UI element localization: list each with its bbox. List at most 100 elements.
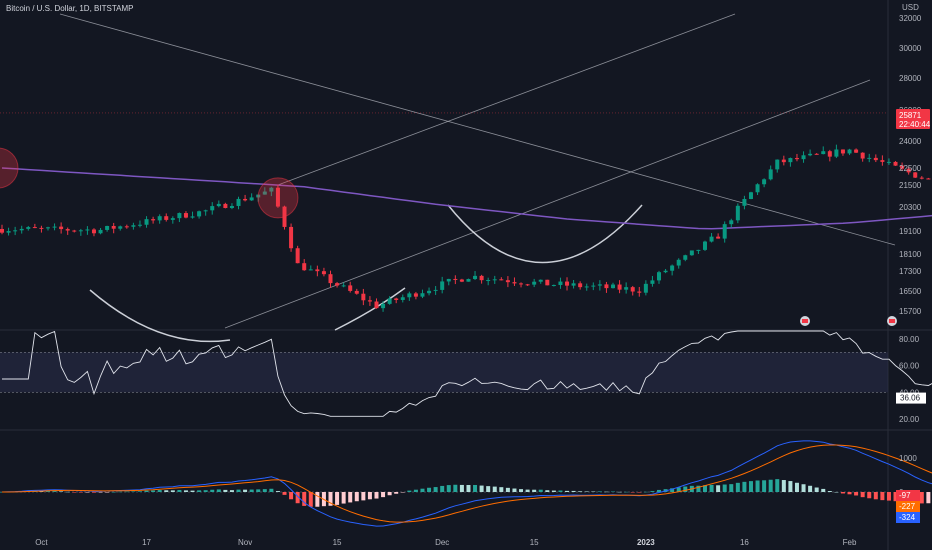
- time-tick-label: 16: [740, 538, 749, 547]
- macd-histogram-bar: [466, 485, 471, 492]
- candle-body: [860, 152, 865, 159]
- candle: [131, 222, 136, 230]
- macd-pane[interactable]: [0, 437, 932, 527]
- candle-body: [341, 285, 346, 287]
- candle-body: [486, 280, 491, 282]
- macd-histogram-bar: [683, 486, 688, 492]
- candle-body: [348, 285, 353, 291]
- macd-histogram-bar: [249, 489, 254, 492]
- rsi-pane[interactable]: [0, 330, 932, 417]
- rsi-tick-label: 80.00: [899, 335, 920, 344]
- candle: [722, 221, 727, 243]
- candle: [729, 218, 734, 228]
- candle-body: [492, 279, 497, 281]
- time-tick-label: 17: [142, 538, 151, 547]
- time-tick-label: Nov: [238, 538, 252, 547]
- macd-histogram-bar: [709, 484, 714, 492]
- macd-histogram-bar: [748, 481, 753, 492]
- candle: [427, 287, 432, 296]
- candle-body: [78, 230, 83, 232]
- macd-histogram-bar: [722, 484, 727, 492]
- candle-body: [729, 220, 734, 225]
- candle: [519, 282, 524, 288]
- macd-histogram-bar: [604, 491, 609, 493]
- macd-histogram-bar: [59, 491, 64, 492]
- candle-body: [742, 198, 747, 206]
- candle-body: [413, 293, 418, 297]
- candle: [78, 228, 83, 236]
- macd-histogram-bar: [630, 492, 635, 493]
- candle-body: [926, 178, 931, 180]
- candle-body: [538, 279, 543, 282]
- candle: [919, 176, 924, 180]
- candle-body: [6, 231, 11, 233]
- candle: [499, 277, 504, 281]
- candle-body: [755, 184, 760, 193]
- candle: [295, 245, 300, 264]
- candle-body: [479, 275, 484, 281]
- candle: [394, 297, 399, 304]
- candle: [39, 225, 44, 233]
- candle: [840, 149, 845, 156]
- candle-body: [545, 279, 550, 286]
- macd-histogram-bar: [834, 491, 839, 493]
- rsi-tick-label: 20.00: [899, 415, 920, 424]
- candle-body: [762, 179, 767, 185]
- macd-histogram-bar: [183, 490, 188, 492]
- price-tick-label: 19100: [899, 227, 922, 236]
- candle: [611, 282, 616, 289]
- candle: [505, 276, 510, 288]
- time-tick-label: Oct: [35, 538, 48, 547]
- macd-histogram-bar: [105, 492, 110, 493]
- candle: [170, 216, 175, 224]
- macd-histogram-bar: [919, 492, 924, 504]
- candle-body: [105, 225, 110, 230]
- candle-body: [676, 259, 681, 266]
- macd-histogram-bar: [65, 491, 70, 493]
- candle-body: [137, 224, 142, 226]
- macd-histogram-bar: [729, 484, 734, 492]
- rsi-line: [2, 330, 932, 417]
- macd-histogram-bar: [702, 485, 707, 492]
- candle-body: [532, 281, 537, 285]
- price-badge: [896, 108, 930, 129]
- candle: [624, 282, 629, 294]
- candle-body: [558, 281, 563, 285]
- macd-histogram-bar: [394, 492, 399, 494]
- candle: [893, 161, 898, 166]
- candle-body: [512, 282, 517, 284]
- candle-body: [801, 155, 806, 160]
- candle-body: [788, 158, 793, 163]
- candle: [551, 284, 556, 287]
- candle: [768, 165, 773, 181]
- macd-histogram-bar: [131, 491, 136, 492]
- macd-histogram-bar: [873, 492, 878, 500]
- candle: [381, 301, 386, 312]
- candle: [177, 212, 182, 223]
- price-pane[interactable]: [0, 13, 932, 343]
- candle: [354, 288, 359, 295]
- candle: [689, 250, 694, 256]
- candle: [446, 278, 451, 286]
- macd-histogram-bar: [157, 490, 162, 492]
- candle: [735, 203, 740, 224]
- candle: [558, 277, 563, 289]
- macd-histogram-bar: [229, 490, 234, 492]
- candle: [486, 277, 491, 286]
- candle: [867, 153, 872, 163]
- candle: [702, 240, 707, 251]
- macd-histogram-bar: [551, 490, 556, 492]
- rsi-badge-value: 36.06: [900, 394, 921, 403]
- price-badge-value: 25871: [899, 111, 922, 120]
- macd-histogram-bar: [335, 492, 340, 505]
- candle: [190, 211, 195, 219]
- macd-histogram-bar: [407, 490, 412, 492]
- macd-histogram-bar: [433, 487, 438, 492]
- macd-histogram-bar: [565, 490, 570, 492]
- macd-histogram-bar: [624, 491, 629, 493]
- candle: [775, 159, 780, 173]
- macd-histogram-bar: [137, 491, 142, 492]
- candle: [532, 278, 537, 288]
